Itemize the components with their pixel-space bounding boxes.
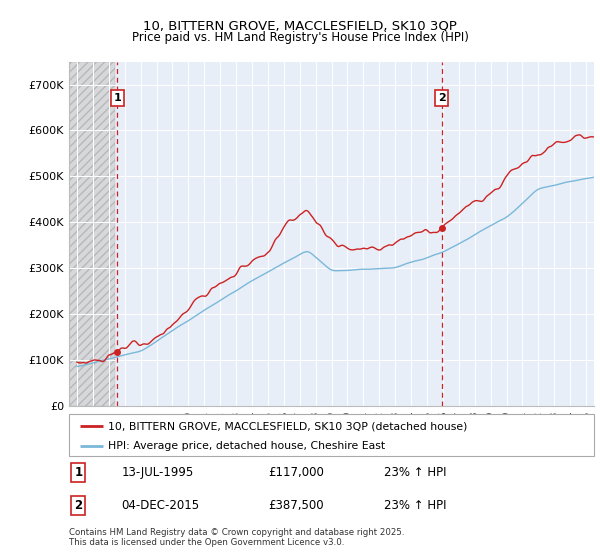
Text: Price paid vs. HM Land Registry's House Price Index (HPI): Price paid vs. HM Land Registry's House … [131,31,469,44]
FancyBboxPatch shape [69,414,594,456]
Text: 10, BITTERN GROVE, MACCLESFIELD, SK10 3QP: 10, BITTERN GROVE, MACCLESFIELD, SK10 3Q… [143,20,457,32]
Text: 1: 1 [113,93,121,103]
Text: £387,500: £387,500 [269,498,324,512]
Text: 23% ↑ HPI: 23% ↑ HPI [384,498,446,512]
Text: 2: 2 [74,498,82,512]
Bar [69,62,115,406]
Text: 10, BITTERN GROVE, MACCLESFIELD, SK10 3QP (detached house): 10, BITTERN GROVE, MACCLESFIELD, SK10 3Q… [109,421,468,431]
Text: 2: 2 [438,93,445,103]
Text: 13-JUL-1995: 13-JUL-1995 [121,465,194,479]
Text: 1: 1 [74,465,82,479]
Text: £117,000: £117,000 [269,465,325,479]
Text: HPI: Average price, detached house, Cheshire East: HPI: Average price, detached house, Ches… [109,441,386,451]
Text: 23% ↑ HPI: 23% ↑ HPI [384,465,446,479]
Text: Contains HM Land Registry data © Crown copyright and database right 2025.
This d: Contains HM Land Registry data © Crown c… [69,528,404,547]
Text: 04-DEC-2015: 04-DEC-2015 [121,498,200,512]
